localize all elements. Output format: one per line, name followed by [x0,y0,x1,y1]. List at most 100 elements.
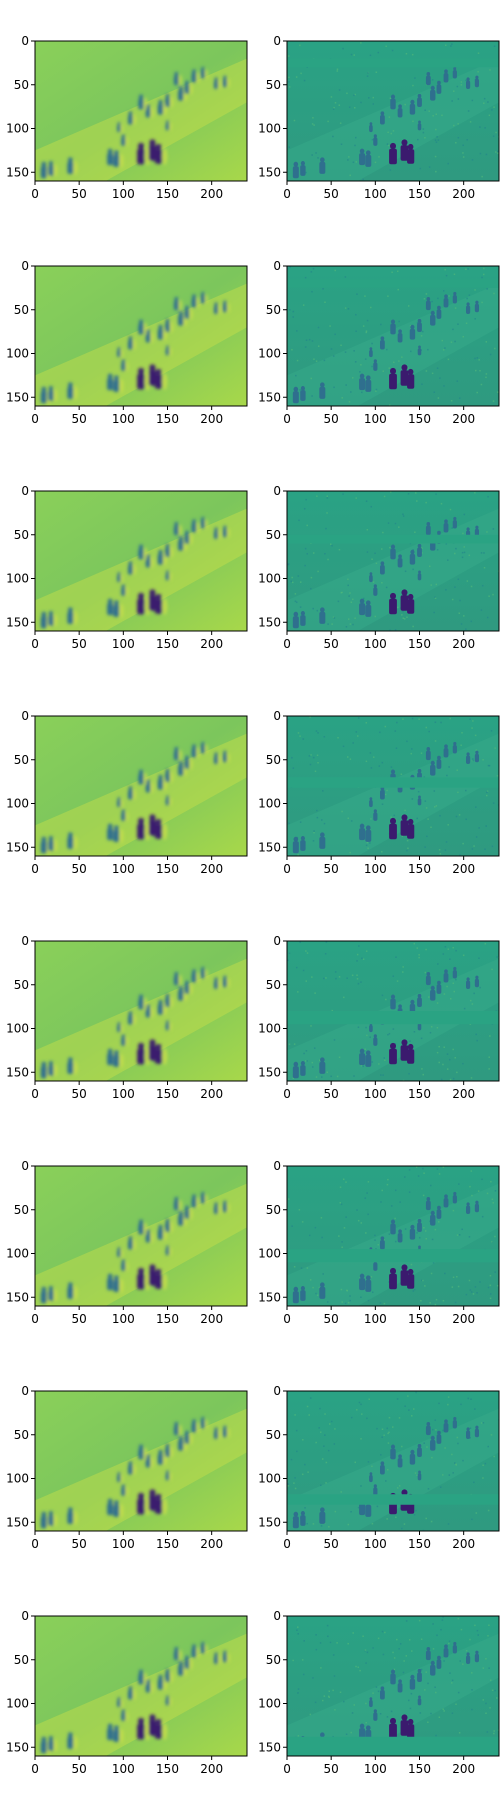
figure-body [390,548,396,560]
texture-speck [462,842,464,845]
texture-speck [327,1695,330,1698]
y-tick-label: 100 [258,347,281,361]
figure-head [117,1697,121,1701]
figure-body [128,1239,133,1250]
texture-speck [337,600,340,603]
figure-head [475,75,479,80]
figure-head [117,1247,121,1251]
texture-speck [326,495,329,497]
texture-speck [332,1735,334,1738]
texture-speck [416,1232,418,1234]
texture-speck [324,1413,326,1415]
texture-speck [314,770,317,773]
texture-speck [312,756,315,759]
texture-speck [393,361,395,364]
texture-speck [375,1686,378,1688]
texture-speck [424,136,426,139]
figure-body [145,782,151,793]
texture-speck [411,748,413,750]
texture-speck [460,84,463,86]
figure-halo [196,1422,200,1434]
figure-body [113,1279,120,1292]
figure-halo [226,528,230,538]
texture-speck [474,357,476,360]
texture-speck [412,120,414,123]
texture-speck [486,531,488,533]
figure-head [466,1202,470,1206]
figure-head [68,832,73,838]
texture-speck [447,1396,450,1398]
texture-speck [299,44,301,47]
texture-speck [390,1710,393,1713]
texture-speck [494,347,496,350]
texture-speck [287,1485,290,1487]
texture-speck [462,954,465,957]
figure-head [41,611,47,617]
texture-speck [470,585,473,588]
texture-speck [415,1509,417,1512]
texture-speck [302,304,305,306]
figure-halo [125,1711,129,1722]
figure-head [214,1652,218,1656]
texture-speck [323,736,326,738]
texture-speck [449,1078,452,1081]
texture-speck [336,1642,338,1644]
figure-head [369,347,373,351]
figure-head [201,1416,205,1421]
x-tick-label: 50 [324,412,339,426]
figure-body [417,1023,422,1031]
figure-halo [73,1060,78,1075]
y-tick-label: 100 [6,1022,29,1036]
texture-speck [493,1455,495,1458]
texture-speck [309,1397,312,1399]
texture-speck [453,990,456,993]
texture-speck [359,1669,361,1672]
figure-body [178,1214,184,1226]
texture-speck [428,166,431,168]
texture-speck [389,491,392,493]
texture-speck [430,1520,433,1523]
x-tick-label: 200 [200,1762,223,1776]
figure-head [178,1435,183,1441]
figure-head [407,143,414,150]
texture-speck [486,288,488,290]
texture-speck [411,53,414,56]
texture-speck [483,102,485,104]
figure-head [158,1674,163,1680]
figure-body [40,1516,47,1529]
x-tick-label: 150 [156,1087,179,1101]
texture-speck [431,300,433,303]
texture-speck [431,372,434,375]
texture-speck [329,325,331,327]
texture-speck [433,806,436,808]
texture-speck [441,339,444,342]
figure-head [453,966,457,971]
figure-body [165,1698,170,1706]
figure-halo [169,1472,172,1481]
x-tick-label: 50 [72,1087,87,1101]
texture-speck [416,500,418,502]
figure-body [407,824,415,839]
texture-speck [340,1203,343,1206]
texture-speck [339,1691,342,1694]
texture-speck [392,130,395,132]
texture-speck [394,818,397,821]
figure-body [145,107,151,118]
figure-body [292,1066,299,1079]
texture-speck [412,625,414,628]
figure-body [121,1712,126,1721]
figure-body [365,1279,372,1292]
texture-speck [297,1633,299,1635]
texture-speck [388,1431,390,1434]
texture-speck [416,1474,418,1477]
texture-speck [334,333,336,336]
texture-speck [291,576,293,579]
texture-speck [292,1659,294,1662]
x-tick-label: 200 [452,1312,475,1326]
figure-body [292,841,299,854]
texture-speck [305,1050,308,1052]
figure-body [213,1205,219,1214]
texture-speck [482,1422,485,1424]
texture-speck [327,623,329,625]
texture-speck [455,815,458,818]
